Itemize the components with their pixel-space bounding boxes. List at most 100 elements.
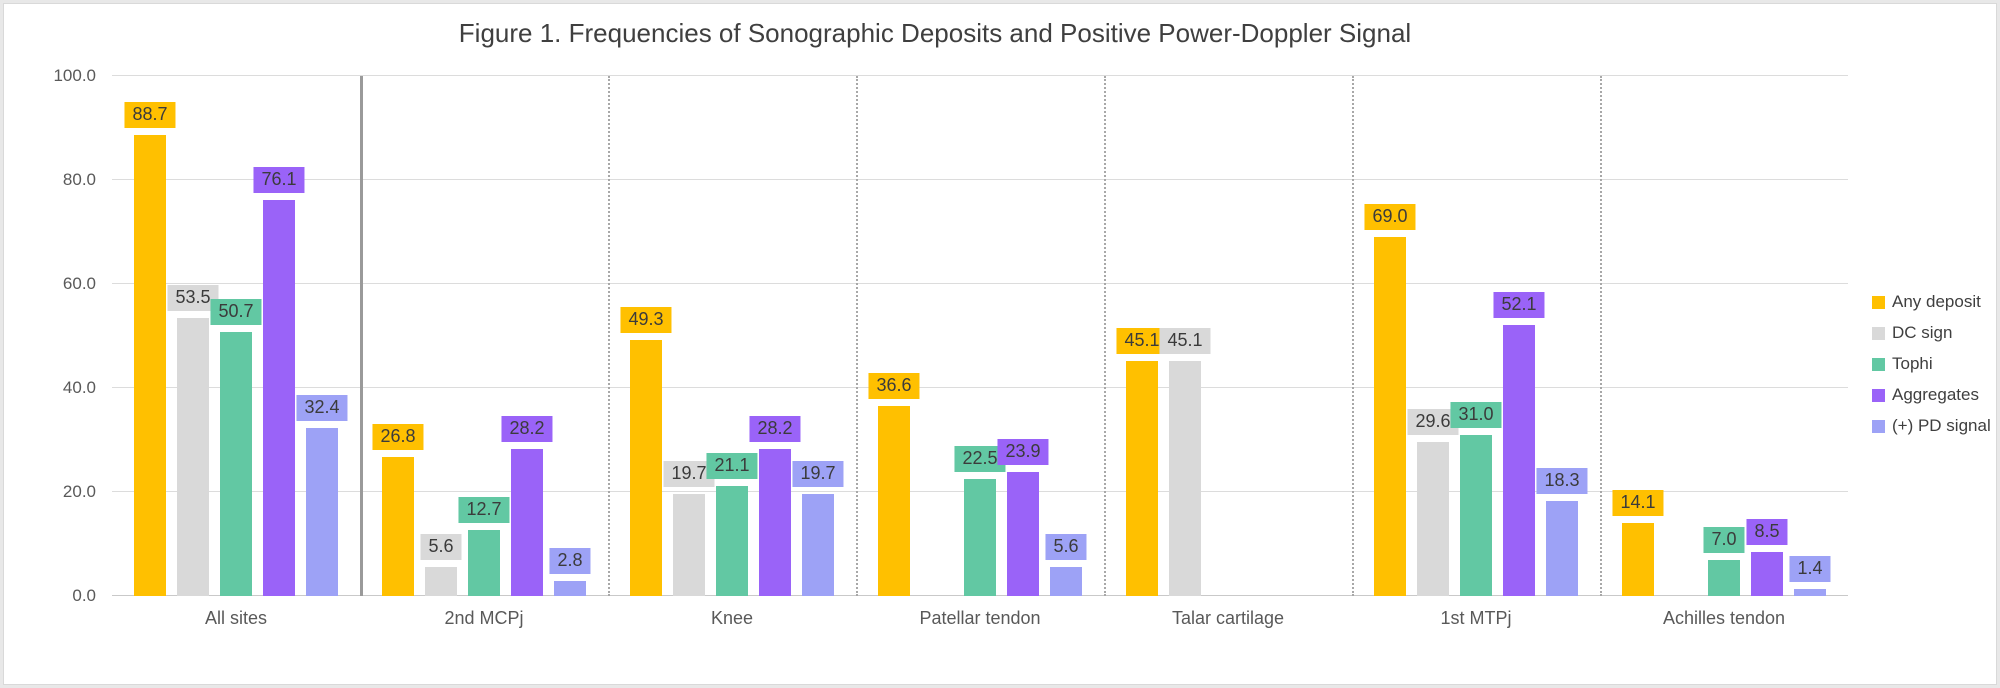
legend-item: DC sign bbox=[1872, 323, 1997, 343]
bar-value-label: 28.2 bbox=[501, 416, 553, 443]
legend-swatch bbox=[1872, 388, 1885, 402]
bar-value-label: 50.7 bbox=[210, 299, 262, 326]
bar-group: 36.6 22.5 23.9 5.6 bbox=[856, 76, 1104, 596]
bar bbox=[1007, 471, 1039, 596]
bar-slot: 76.1 bbox=[253, 76, 305, 596]
bar-group: 14.1 7.0 8.5 1.4 bbox=[1600, 76, 1848, 596]
legend-item: Aggregates bbox=[1872, 385, 1997, 405]
bar-group: 26.8 5.6 12.7 28.2 2.8 bbox=[360, 76, 608, 596]
bar-slot: 8.5 bbox=[1746, 76, 1788, 596]
category-label: Achilles tendon bbox=[1662, 608, 1786, 628]
bar bbox=[263, 200, 295, 596]
bar-slot: 52.1 bbox=[1493, 76, 1545, 596]
legend-item: (+) PD signal bbox=[1872, 416, 1997, 436]
legend-item: Tophi bbox=[1872, 354, 1997, 374]
bar bbox=[673, 493, 705, 596]
bar bbox=[1751, 551, 1783, 596]
bar-slot: 5.6 bbox=[420, 76, 462, 596]
bar bbox=[554, 581, 586, 596]
bar-slot: 50.7 bbox=[210, 76, 262, 596]
chart-title: Figure 1. Frequencies of Sonographic Dep… bbox=[458, 18, 1412, 48]
y-tick-label: 20.0 bbox=[62, 482, 96, 501]
bar-value-label: 31.0 bbox=[1450, 401, 1502, 428]
bar-value-label: 53.5 bbox=[167, 284, 219, 311]
bar-value-label: 88.7 bbox=[124, 101, 176, 128]
bar bbox=[1126, 361, 1158, 596]
gridline bbox=[112, 387, 1848, 388]
bar-slot: 45.1 bbox=[1159, 76, 1211, 596]
dotted-group-separator bbox=[1352, 76, 1354, 596]
bar-value-label: 22.5 bbox=[954, 446, 1006, 472]
bar-slot: 45.1 bbox=[1116, 76, 1168, 596]
dotted-group-separator bbox=[1600, 76, 1602, 596]
bar bbox=[177, 317, 209, 596]
bar-slot: 14.1 bbox=[1612, 76, 1664, 596]
bar bbox=[134, 134, 166, 596]
bar bbox=[1417, 442, 1449, 596]
bar-value-label: 7.0 bbox=[1703, 526, 1745, 553]
bar bbox=[802, 493, 834, 596]
bar-group: 88.7 53.5 50.7 76.1 32.4 bbox=[112, 76, 360, 596]
bar bbox=[630, 339, 662, 596]
bar bbox=[1169, 361, 1201, 596]
bar-value-label: 52.1 bbox=[1493, 292, 1545, 319]
bar-slot: 2.8 bbox=[549, 76, 591, 596]
bar bbox=[468, 529, 500, 596]
bar-slot: 1.4 bbox=[1789, 76, 1831, 596]
category-label: 1st MTPj bbox=[1440, 608, 1512, 628]
bar bbox=[1622, 522, 1654, 596]
bar-slot: 5.6 bbox=[1045, 76, 1087, 596]
bar-slot: 19.7 bbox=[663, 76, 715, 596]
bar-value-label: 19.7 bbox=[663, 460, 715, 487]
bar-value-label: 21.1 bbox=[706, 453, 758, 480]
bar-group: 69.0 29.6 31.0 52.1 18.3 bbox=[1352, 76, 1600, 596]
y-tick-label: 60.0 bbox=[62, 274, 96, 293]
legend-label: Aggregates bbox=[1892, 385, 1979, 404]
bar-slot: 26.8 bbox=[372, 76, 424, 596]
bar bbox=[716, 486, 748, 596]
bar-value-label: 23.9 bbox=[997, 438, 1049, 465]
bar-slot: 12.7 bbox=[458, 76, 510, 596]
bar bbox=[1050, 566, 1082, 596]
bar-slot bbox=[1253, 76, 1289, 596]
bar bbox=[1794, 588, 1826, 596]
bar-slot: 21.1 bbox=[706, 76, 758, 596]
dotted-group-separator bbox=[608, 76, 610, 596]
bar bbox=[382, 456, 414, 596]
bar-slot: 23.9 bbox=[997, 76, 1049, 596]
solid-group-separator bbox=[360, 76, 363, 596]
bar-value-label: 1.4 bbox=[1789, 555, 1831, 582]
legend-swatch bbox=[1872, 419, 1885, 433]
legend-swatch bbox=[1872, 326, 1885, 340]
bar bbox=[759, 449, 791, 596]
bar-value-label: 29.6 bbox=[1407, 409, 1459, 436]
bar-value-label: 19.7 bbox=[792, 460, 844, 487]
category-label: Talar cartilage bbox=[1171, 608, 1285, 628]
bar-group: 45.1 45.1 bbox=[1104, 76, 1352, 596]
bar-slot: 28.2 bbox=[501, 76, 553, 596]
bar-slot: 36.6 bbox=[868, 76, 920, 596]
bar bbox=[878, 405, 910, 596]
legend-item: Any deposit bbox=[1872, 292, 1997, 312]
bar-group: 49.3 19.7 21.1 28.2 19.7 bbox=[608, 76, 856, 596]
chart-card: Figure 1. Frequencies of Sonographic Dep… bbox=[3, 3, 1997, 685]
y-tick-label: 80.0 bbox=[62, 170, 96, 189]
legend-label: Tophi bbox=[1892, 354, 1933, 373]
bar-slot: 29.6 bbox=[1407, 76, 1459, 596]
bar-value-label: 14.1 bbox=[1612, 489, 1664, 516]
bar-slot bbox=[919, 76, 955, 596]
bar bbox=[1708, 559, 1740, 596]
bar bbox=[1546, 500, 1578, 596]
bar bbox=[425, 566, 457, 596]
bar-value-label: 32.4 bbox=[296, 394, 348, 421]
bar-value-label: 8.5 bbox=[1746, 518, 1788, 545]
gridline bbox=[112, 179, 1848, 180]
bar bbox=[306, 427, 338, 596]
plot-area: 88.7 53.5 50.7 76.1 32.4 26.8 5.6 12.7 28.2 2.8 49… bbox=[112, 75, 1848, 596]
dotted-group-separator bbox=[856, 76, 858, 596]
category-label: Patellar tendon bbox=[919, 608, 1041, 628]
bar-value-label: 36.6 bbox=[868, 372, 920, 399]
bar-value-label: 5.6 bbox=[420, 533, 462, 560]
x-axis: All sites 2nd MCPj Knee Patellar tendon Tala… bbox=[112, 608, 1848, 638]
bar bbox=[511, 449, 543, 596]
